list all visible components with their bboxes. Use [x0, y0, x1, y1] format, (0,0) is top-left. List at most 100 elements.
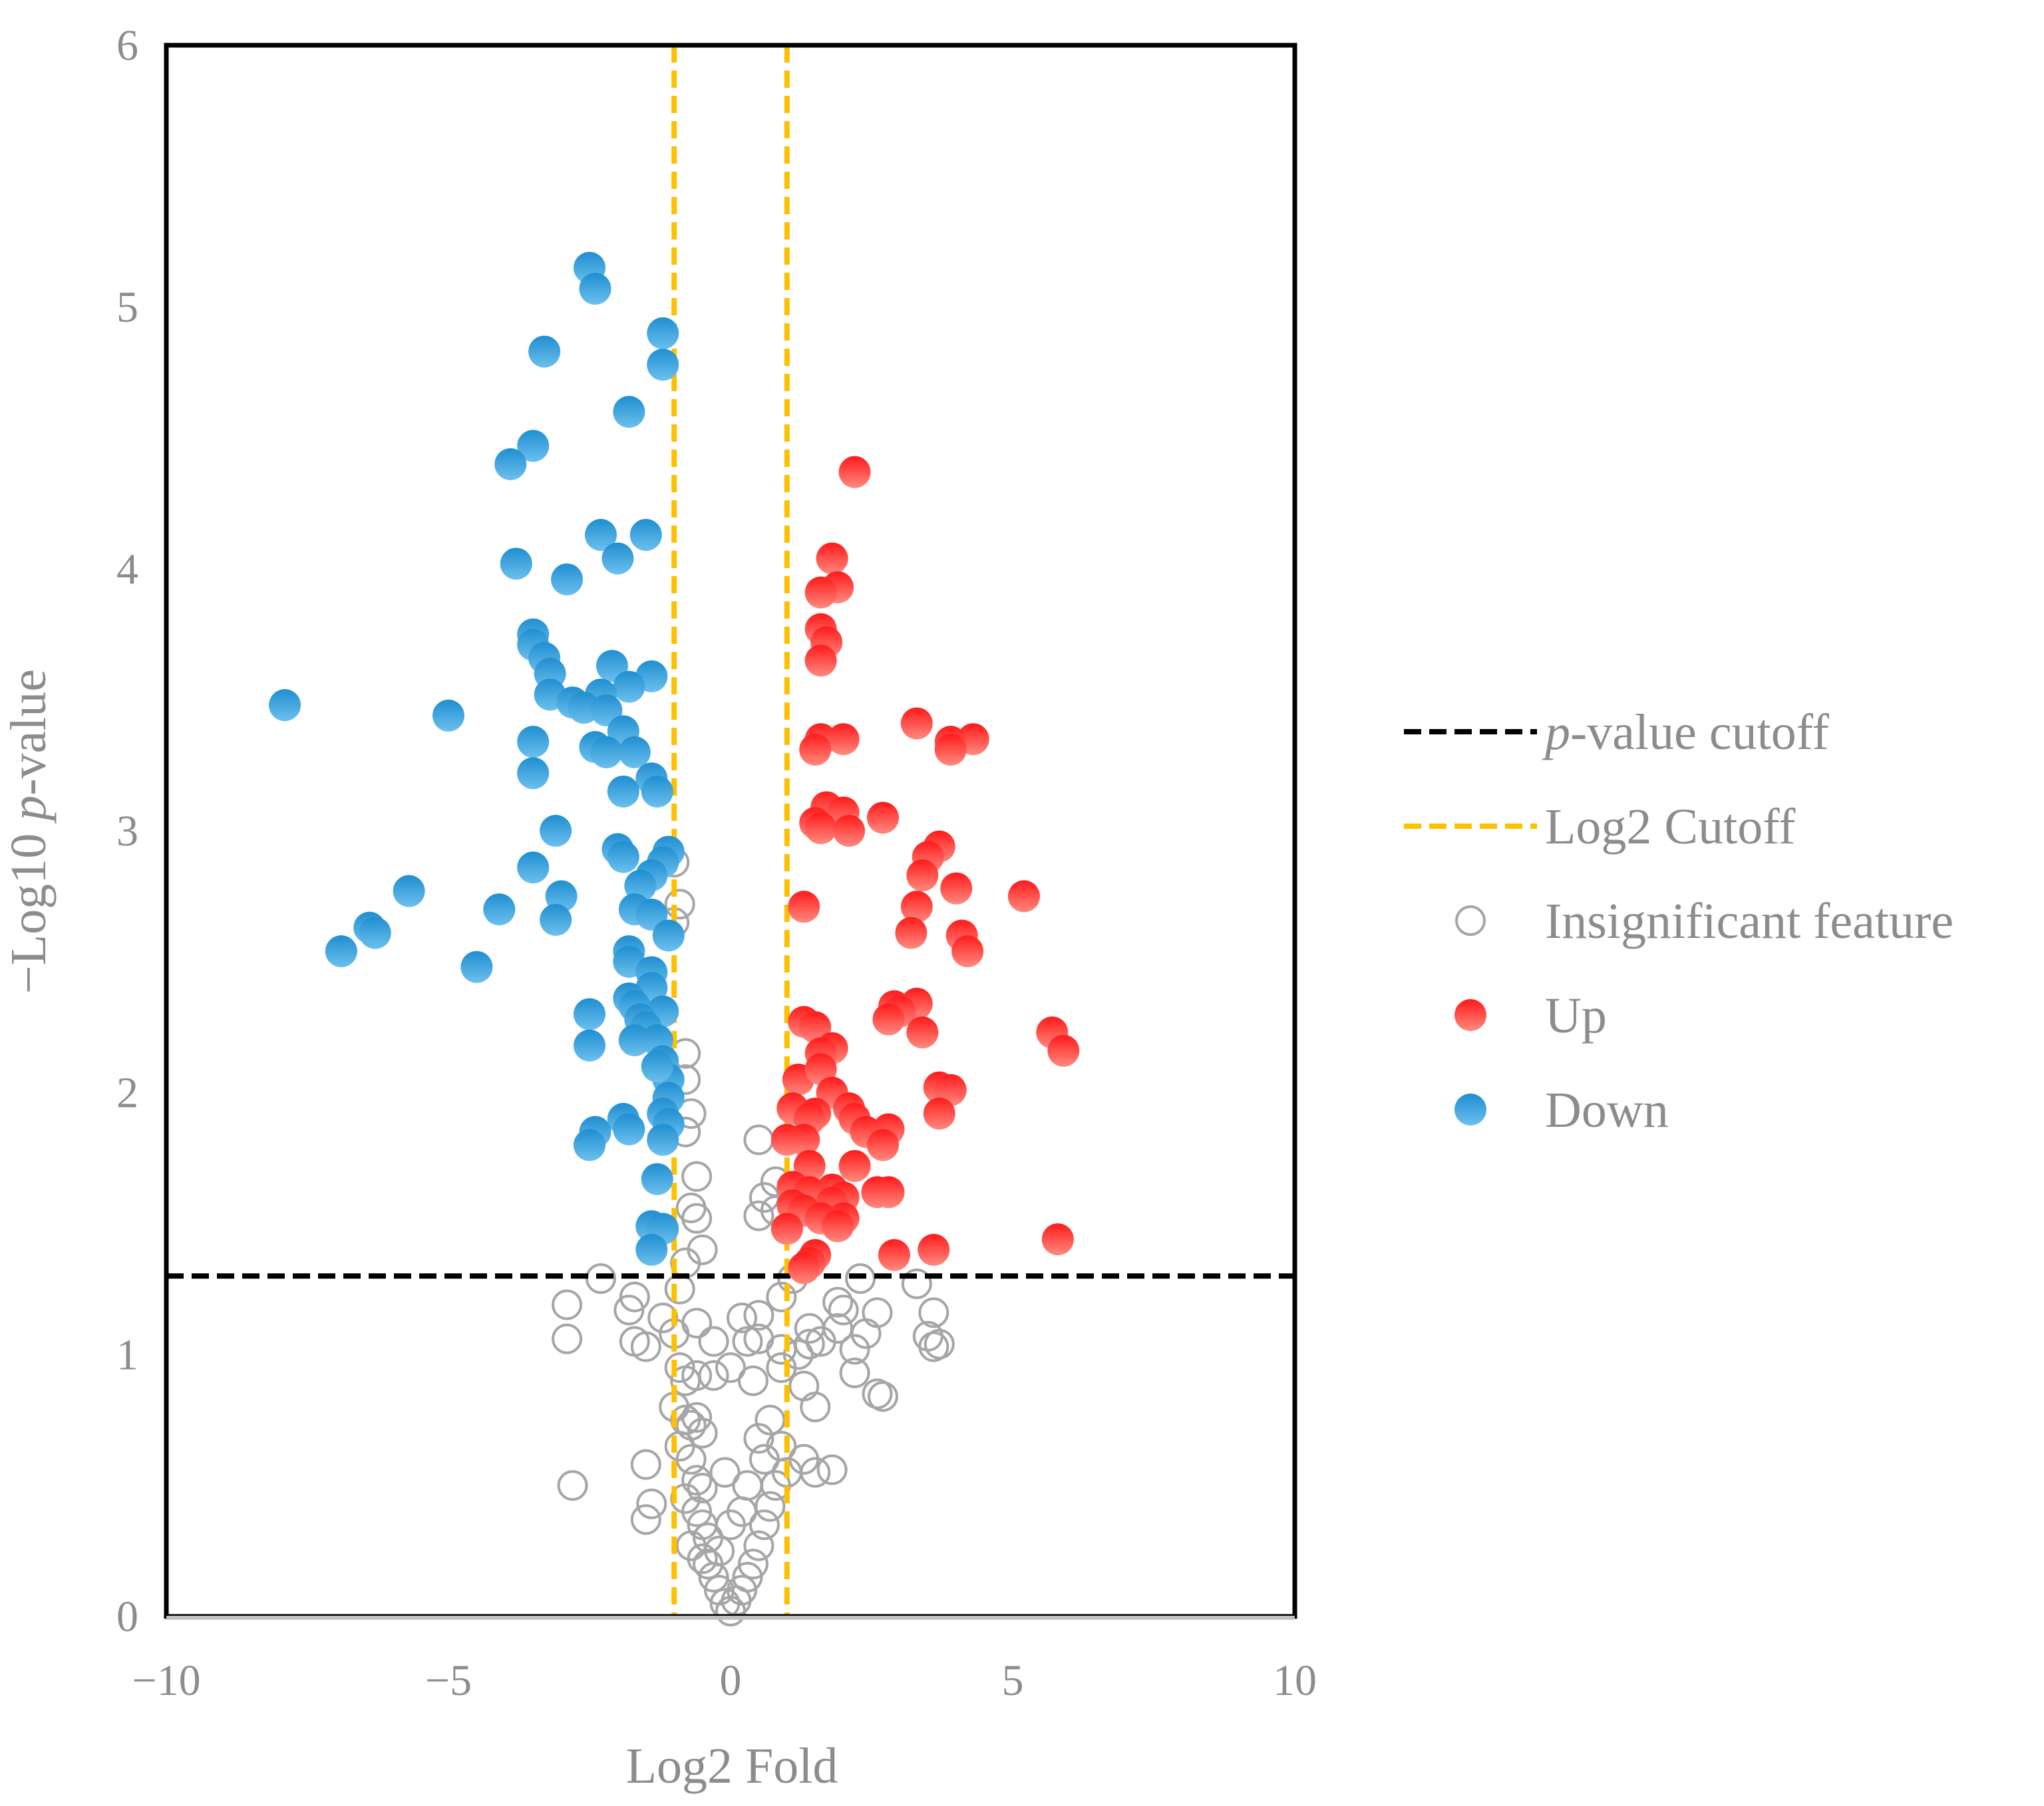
y-axis-title: −Log10 p-value — [1, 669, 57, 994]
up-point — [1007, 880, 1040, 913]
down-point — [601, 542, 634, 575]
down-point — [517, 726, 550, 758]
up-point — [804, 812, 837, 845]
insignificant-point — [681, 1360, 713, 1391]
down-point — [540, 815, 572, 847]
x-tick-label: 10 — [1273, 1656, 1317, 1705]
insignificant-point — [743, 1323, 774, 1354]
insignificant-point — [636, 1488, 667, 1519]
legend-item-log2: Log2 Cutoff — [1404, 799, 1796, 855]
down-point — [641, 1050, 673, 1083]
down-point — [540, 903, 572, 936]
insignificant-point — [687, 1234, 718, 1265]
insignificant-point — [749, 1182, 780, 1213]
up-point — [872, 1003, 905, 1036]
y-axis-title-prefix: −Log10 — [1, 821, 57, 994]
down-point — [647, 349, 679, 381]
insignificant-point — [681, 1465, 713, 1496]
y-tick-label: 0 — [116, 1592, 138, 1641]
up-point — [788, 1124, 820, 1156]
x-tick-label: −5 — [425, 1656, 472, 1705]
legend-label-italic: p — [1542, 704, 1570, 760]
insignificant-point — [552, 1323, 583, 1354]
y-axis-title-italic: p — [1, 796, 57, 824]
insignificant-point — [681, 1496, 713, 1527]
down-point — [483, 893, 516, 926]
insignificant-point — [681, 1308, 713, 1339]
down-point — [641, 1163, 673, 1195]
up-point — [895, 917, 928, 949]
insignificant-point — [630, 1504, 661, 1535]
down-point — [652, 919, 685, 952]
insignificant-point — [675, 1443, 707, 1475]
down-point — [517, 851, 550, 884]
legend-label-text: Insignificant feature — [1545, 893, 1954, 949]
insignificant-point — [839, 1334, 870, 1365]
down-point — [635, 1233, 668, 1266]
insignificant-point — [675, 1192, 707, 1223]
insignificant-point — [912, 1320, 943, 1352]
down-point — [590, 736, 623, 768]
x-tick-label: 5 — [1002, 1656, 1024, 1705]
legend-label: Up — [1545, 988, 1607, 1044]
up-point — [878, 1239, 910, 1271]
up-point — [770, 1213, 803, 1245]
insignificant-point — [743, 1200, 774, 1231]
insignificant-point — [681, 1161, 713, 1192]
up-point — [827, 723, 860, 756]
insignificant-point — [862, 1378, 893, 1410]
cutoff-lines — [166, 45, 1295, 1616]
y-axis-title-suffix: -value — [1, 669, 57, 796]
insignificant-point — [726, 1302, 757, 1334]
insignificant-point — [698, 1360, 729, 1391]
legend-insignificant-swatch — [1455, 905, 1486, 936]
down-point — [325, 935, 357, 968]
down-point — [494, 448, 527, 480]
down-point — [551, 563, 584, 596]
insignificant-point — [687, 1543, 718, 1575]
up-point — [866, 1129, 899, 1161]
down-point — [579, 273, 611, 305]
down-point — [607, 775, 639, 808]
up-point — [788, 1252, 820, 1284]
down-point — [517, 757, 550, 790]
insignificant-point — [782, 1339, 814, 1370]
insignificant-point — [755, 1404, 786, 1435]
insignificant-point — [732, 1470, 763, 1501]
insignificant-point — [822, 1286, 854, 1318]
up-point — [833, 815, 866, 847]
insignificant-point — [698, 1326, 729, 1357]
insignificant-point — [681, 1402, 713, 1433]
y-tick-label: 4 — [116, 545, 138, 593]
insignificant-point — [800, 1457, 831, 1488]
up-point — [906, 859, 939, 891]
insignificant-point — [704, 1535, 735, 1567]
down-point — [647, 317, 679, 350]
x-tick-label: 0 — [720, 1656, 742, 1705]
x-axis-title: Log2 Fold — [626, 1738, 838, 1794]
down-point — [641, 775, 673, 808]
insignificant-point — [737, 1365, 768, 1396]
up-point — [804, 645, 837, 677]
legend: p-value cutoff Log2 Cutoff Insignificant f… — [1404, 704, 1954, 1138]
up-point — [900, 707, 933, 740]
legend-item-down: Down — [1454, 1082, 1669, 1138]
down-point — [359, 917, 391, 949]
up-point — [872, 1176, 905, 1209]
up-point — [866, 802, 899, 834]
down-point — [528, 335, 561, 368]
insignificant-point — [552, 1289, 583, 1320]
legend-item-up: Up — [1454, 988, 1607, 1044]
y-tick-label: 1 — [116, 1330, 138, 1379]
insignificant-point — [816, 1454, 848, 1485]
down-point — [432, 699, 464, 732]
down-point — [584, 519, 617, 551]
up-point — [822, 1210, 854, 1243]
up-point — [788, 891, 820, 923]
insignificant-point — [619, 1281, 650, 1312]
down-point — [613, 1113, 645, 1145]
legend-label-text: Up — [1545, 988, 1607, 1044]
down-point — [574, 998, 605, 1030]
up-point — [923, 1098, 955, 1130]
